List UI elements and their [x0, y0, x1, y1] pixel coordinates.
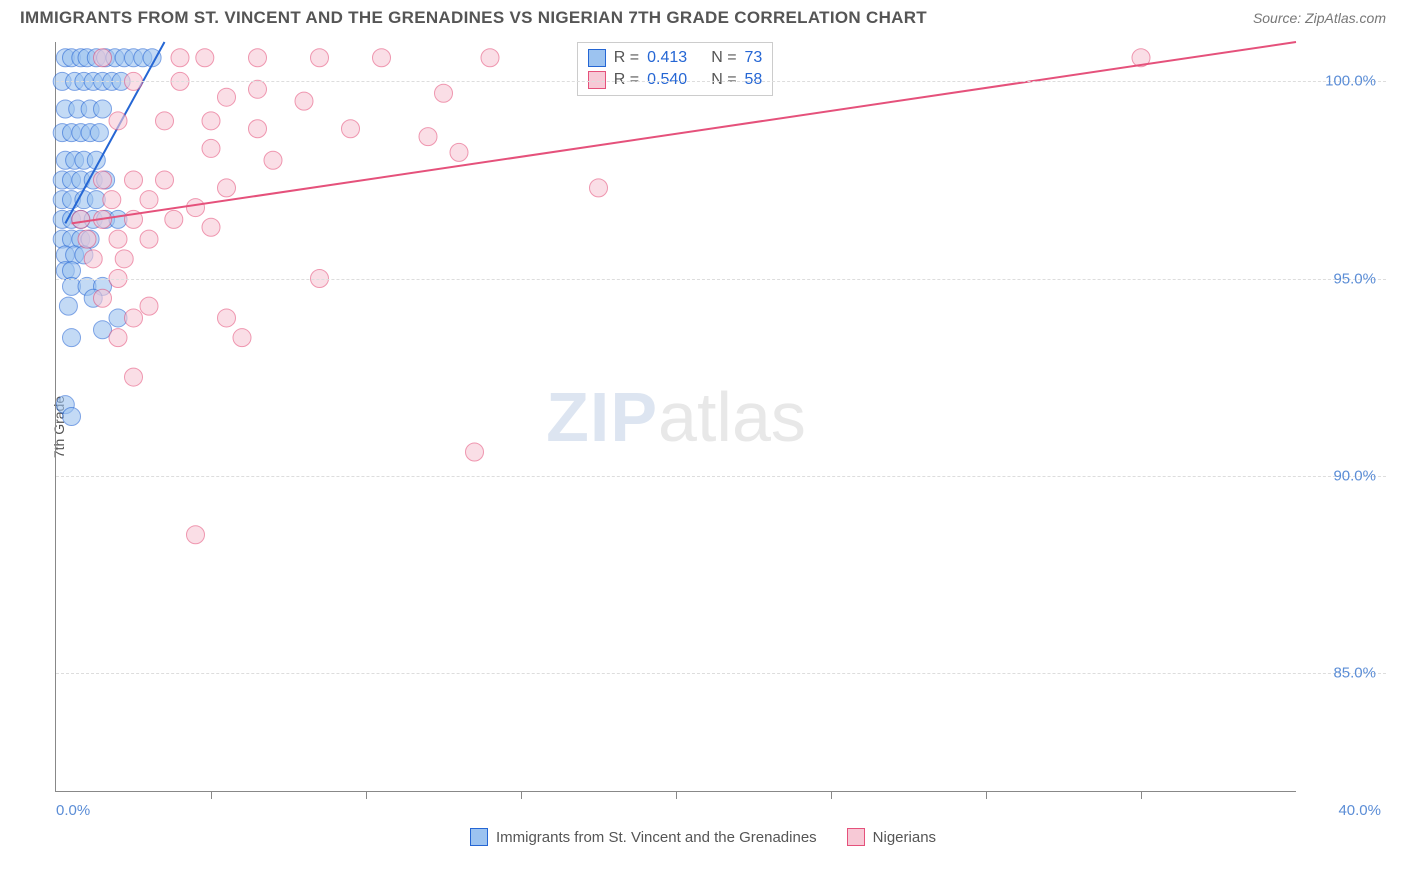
data-point	[156, 171, 174, 189]
bottom-legend: Immigrants from St. Vincent and the Gren…	[0, 828, 1406, 846]
scatter-svg	[56, 42, 1296, 791]
x-tick	[521, 791, 522, 799]
bottom-legend-item-2: Nigerians	[847, 828, 936, 846]
data-point	[196, 49, 214, 67]
legend-row-2: R = 0.540 N = 58	[588, 69, 763, 91]
x-tick	[986, 791, 987, 799]
data-point	[94, 171, 112, 189]
data-point	[187, 199, 205, 217]
r-label-1: R =	[614, 49, 639, 67]
data-point	[156, 112, 174, 130]
gridline	[56, 476, 1386, 477]
data-point	[311, 49, 329, 67]
bottom-legend-item-1: Immigrants from St. Vincent and the Gren…	[470, 828, 817, 846]
data-point	[233, 329, 251, 347]
gridline	[56, 279, 1386, 280]
chart-header: IMMIGRANTS FROM ST. VINCENT AND THE GREN…	[0, 0, 1406, 32]
r-label-2: R =	[614, 71, 639, 89]
data-point	[115, 250, 133, 268]
data-point	[78, 230, 96, 248]
bottom-legend-label-1: Immigrants from St. Vincent and the Gren…	[496, 829, 817, 846]
data-point	[450, 143, 468, 161]
data-point	[187, 526, 205, 544]
x-tick	[211, 791, 212, 799]
data-point	[249, 80, 267, 98]
data-point	[59, 297, 77, 315]
data-point	[218, 179, 236, 197]
data-point	[590, 179, 608, 197]
data-point	[63, 329, 81, 347]
data-point	[94, 49, 112, 67]
gridline	[56, 673, 1386, 674]
r-value-2: 0.540	[647, 71, 687, 89]
data-point	[264, 151, 282, 169]
plot-area: ZIPatlas R = 0.413 N = 73 R = 0.540 N = …	[55, 42, 1296, 792]
gridline	[56, 81, 1386, 82]
n-label-2: N =	[711, 71, 736, 89]
data-point	[140, 191, 158, 209]
x-tick-label: 40.0%	[1338, 802, 1381, 819]
data-point	[218, 309, 236, 327]
data-point	[63, 408, 81, 426]
y-tick-label: 100.0%	[1325, 73, 1376, 90]
data-point	[373, 49, 391, 67]
x-tick	[831, 791, 832, 799]
data-point	[249, 49, 267, 67]
n-label-1: N =	[711, 49, 736, 67]
data-point	[295, 92, 313, 110]
data-point	[125, 368, 143, 386]
data-point	[94, 289, 112, 307]
chart-title: IMMIGRANTS FROM ST. VINCENT AND THE GREN…	[20, 8, 927, 28]
x-tick	[676, 791, 677, 799]
legend-swatch-pink	[588, 71, 606, 89]
y-tick-label: 85.0%	[1333, 664, 1376, 681]
data-point	[140, 297, 158, 315]
chart-source: Source: ZipAtlas.com	[1253, 10, 1386, 26]
data-point	[481, 49, 499, 67]
data-point	[84, 250, 102, 268]
data-point	[109, 112, 127, 130]
data-point	[109, 230, 127, 248]
bottom-swatch-pink	[847, 828, 865, 846]
data-point	[202, 218, 220, 236]
data-point	[435, 84, 453, 102]
data-point	[419, 128, 437, 146]
correlation-legend: R = 0.413 N = 73 R = 0.540 N = 58	[577, 42, 774, 96]
n-value-2: 58	[745, 71, 763, 89]
data-point	[140, 230, 158, 248]
data-point	[466, 443, 484, 461]
x-tick-label: 0.0%	[56, 802, 90, 819]
x-tick	[1141, 791, 1142, 799]
r-value-1: 0.413	[647, 49, 687, 67]
data-point	[218, 88, 236, 106]
data-point	[72, 210, 90, 228]
y-tick-label: 95.0%	[1333, 270, 1376, 287]
data-point	[94, 100, 112, 118]
data-point	[165, 210, 183, 228]
n-value-1: 73	[745, 49, 763, 67]
data-point	[171, 49, 189, 67]
data-point	[90, 124, 108, 142]
y-tick-label: 90.0%	[1333, 467, 1376, 484]
data-point	[103, 191, 121, 209]
data-point	[249, 120, 267, 138]
bottom-legend-label-2: Nigerians	[873, 829, 936, 846]
x-tick	[366, 791, 367, 799]
data-point	[202, 112, 220, 130]
data-point	[202, 139, 220, 157]
bottom-swatch-blue	[470, 828, 488, 846]
data-point	[109, 329, 127, 347]
legend-swatch-blue	[588, 49, 606, 67]
legend-row-1: R = 0.413 N = 73	[588, 47, 763, 69]
data-point	[342, 120, 360, 138]
chart-container: 7th Grade ZIPatlas R = 0.413 N = 73 R = …	[20, 32, 1386, 822]
data-point	[125, 309, 143, 327]
data-point	[125, 171, 143, 189]
